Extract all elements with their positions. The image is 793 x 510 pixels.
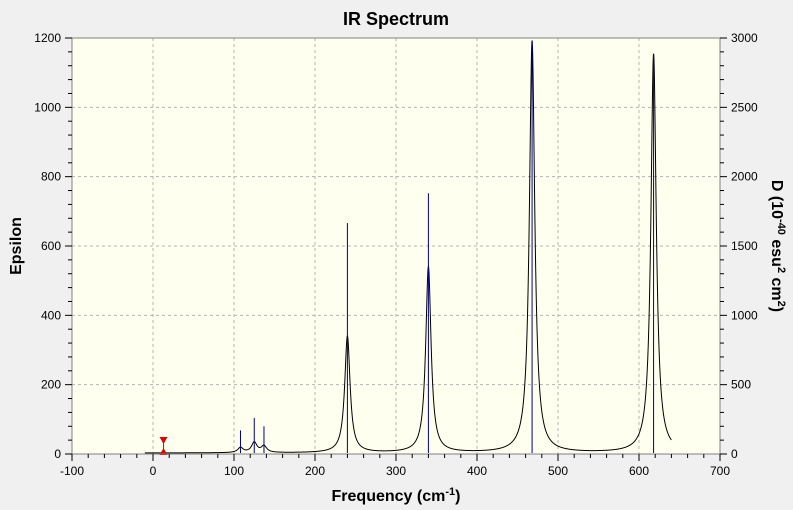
y2-tick-label: 1500 (731, 239, 758, 253)
chart-title: IR Spectrum (343, 9, 449, 29)
y2-tick-label: 0 (731, 447, 738, 461)
y-tick-label: 800 (41, 170, 61, 184)
x-tick-label: 300 (386, 464, 406, 478)
y2-tick-label: 2500 (731, 100, 758, 114)
y2-axis-title-sup3: 2 (775, 301, 787, 307)
spectrum-curve (144, 40, 672, 454)
tick-labels: -100 0 100 200 300 400 500 600 70002004006008001… (34, 31, 758, 478)
y-tick-label: 600 (41, 239, 61, 253)
y2-tick-label: 1000 (731, 308, 758, 322)
spectrum-layer (144, 40, 672, 454)
marker-layer (159, 437, 168, 455)
y-tick-label: 200 (41, 378, 61, 392)
y-tick-label: 1200 (34, 31, 61, 45)
y2-tick-label: 2000 (731, 170, 758, 184)
x-tick-label: 500 (548, 464, 568, 478)
marker-top-triangle (159, 437, 168, 444)
x-axis-title-main: Frequency (cm (332, 488, 446, 505)
marker-bottom-triangle (159, 448, 168, 455)
x-tick-label: 0 (150, 464, 157, 478)
stick-layer (239, 40, 655, 453)
y2-axis-title: D (10-40 esu2 cm2) (768, 180, 787, 312)
y2-axis-title-sup2: 2 (775, 267, 787, 273)
y2-axis-title-end: ) (768, 307, 785, 312)
y2-axis-title-mid: esu (768, 235, 785, 267)
x-tick-label: 600 (629, 464, 649, 478)
tick-marks (65, 37, 727, 461)
y-tick-label: 0 (54, 447, 61, 461)
x-tick-label: 100 (224, 464, 244, 478)
x-tick-label: -100 (60, 464, 84, 478)
y-axis-title: Epsilon (8, 217, 25, 275)
x-axis-title-sup: -1 (445, 486, 455, 498)
x-tick-label: 400 (467, 464, 487, 478)
y2-tick-label: 3000 (731, 31, 758, 45)
y2-axis-title-main: D (10 (768, 180, 785, 219)
x-tick-label: 200 (305, 464, 325, 478)
y2-tick-label: 500 (731, 378, 751, 392)
y-tick-label: 1000 (34, 100, 61, 114)
grid-lines (72, 38, 720, 454)
x-axis-title: Frequency (cm-1) (332, 486, 461, 505)
x-axis-title-end: ) (455, 488, 460, 505)
x-tick-label: 700 (710, 464, 730, 478)
y-tick-label: 400 (41, 308, 61, 322)
y2-axis-title-sup1: -40 (775, 219, 787, 235)
y2-axis-title-mid2: cm (768, 273, 785, 301)
